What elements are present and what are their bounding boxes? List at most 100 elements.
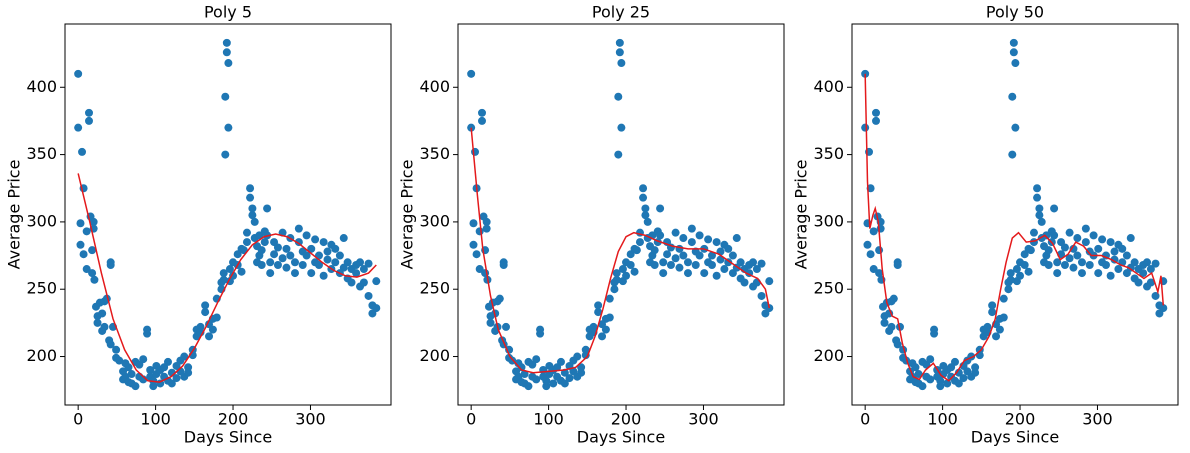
x-axis-label: Days Since (184, 428, 272, 447)
y-tick-label: 350 (26, 144, 57, 163)
scatter-point (683, 258, 692, 267)
scatter-point (469, 219, 478, 228)
scatter-point (880, 318, 889, 327)
scatter-point (875, 246, 884, 255)
fit-line (77, 173, 377, 383)
y-tick-label: 250 (813, 279, 844, 298)
scatter-point (542, 376, 551, 385)
scatter-point (246, 193, 255, 202)
scatter-point (573, 352, 582, 361)
scatter-point (724, 244, 733, 253)
scatter-point (704, 235, 713, 244)
scatter-point (1094, 244, 1103, 253)
y-axis-label: Average Price (792, 160, 811, 270)
scatter-point (679, 251, 688, 260)
y-tick-label: 250 (26, 279, 57, 298)
fit-line (864, 73, 1165, 382)
scatter-point (1011, 59, 1020, 68)
scatter-point (1089, 231, 1098, 240)
scatter-point (617, 123, 626, 132)
scatter-point (1130, 258, 1139, 267)
scatter-point (131, 382, 140, 391)
scatter-point (610, 285, 619, 294)
scatter-point (343, 258, 352, 267)
subplot-title: Poly 50 (986, 3, 1044, 22)
scatter-point (139, 355, 148, 364)
scatter-point (106, 340, 115, 349)
scatter-point (577, 368, 586, 377)
scatter-point (594, 301, 603, 310)
scatter-point (679, 234, 688, 243)
scatter-point (319, 238, 328, 247)
x-tick-label: 300 (1082, 410, 1113, 429)
scatter-point (469, 240, 478, 249)
scatter-point (471, 147, 480, 156)
scatter-point (995, 325, 1004, 334)
scatter-point (242, 228, 251, 237)
scatter-point (1098, 235, 1107, 244)
scatter-point (1053, 269, 1062, 278)
scatter-point (237, 267, 246, 276)
scatter-point (364, 291, 373, 300)
scatter-point (749, 258, 758, 267)
x-tick-label: 300 (688, 410, 719, 429)
scatter-point (331, 258, 340, 267)
scatter-point (1020, 260, 1029, 269)
scatter-point (617, 59, 626, 68)
x-tick-label: 100 (927, 410, 958, 429)
scatter-point (352, 269, 361, 278)
x-tick-label: 0 (73, 410, 83, 429)
scatter-point (225, 265, 234, 274)
scatter-point (887, 322, 896, 331)
scatter-point (372, 277, 381, 286)
scatter-point (1037, 217, 1046, 226)
scatter-point (294, 238, 303, 247)
scatter-point (205, 332, 214, 341)
scatter-point (250, 217, 259, 226)
scatter-point (201, 308, 210, 317)
scatter-point (359, 278, 368, 287)
scatter-point (893, 340, 902, 349)
scatter-point (1151, 259, 1160, 268)
scatter-point (639, 193, 648, 202)
x-tick-label: 0 (466, 410, 476, 429)
scatter-point (650, 246, 659, 255)
scatter-point (1035, 211, 1044, 220)
scatter-point (224, 123, 233, 132)
scatter-point (1146, 265, 1155, 274)
scatter-point (1069, 263, 1078, 272)
scatter-point (594, 308, 603, 317)
scatter-point (601, 325, 610, 334)
scatter-point (184, 368, 193, 377)
scatter-point (246, 184, 255, 193)
scatter-point (100, 322, 109, 331)
scatter-point (78, 147, 87, 156)
scatter-point (467, 69, 476, 78)
x-tick-label: 200 (611, 410, 642, 429)
scatter-point (82, 227, 91, 236)
y-axis-label: Average Price (398, 160, 417, 270)
scatter-point (180, 352, 189, 361)
scatter-point (146, 365, 155, 374)
scatter-point (290, 269, 299, 278)
subplot-title: Poly 25 (592, 3, 650, 22)
scatter-point (1094, 269, 1103, 278)
scatter-point (1008, 92, 1017, 101)
scatter-point (1065, 254, 1074, 263)
scatter-point (926, 375, 935, 384)
subplot-title: Poly 5 (204, 3, 252, 22)
scatter-point (683, 269, 692, 278)
scatter-point (1006, 269, 1015, 278)
scatter-point (675, 244, 684, 253)
scatter-point (732, 234, 741, 243)
scatter-point (273, 260, 282, 269)
scatter-point (950, 357, 959, 366)
scatter-point (926, 355, 935, 364)
scatter-point (612, 269, 621, 278)
scatter-point (1106, 271, 1115, 280)
scatter-point (896, 322, 905, 331)
scatter-point (347, 278, 356, 287)
scatter-point (532, 375, 541, 384)
scatter-point (1035, 204, 1044, 213)
scatter-point (911, 363, 920, 372)
